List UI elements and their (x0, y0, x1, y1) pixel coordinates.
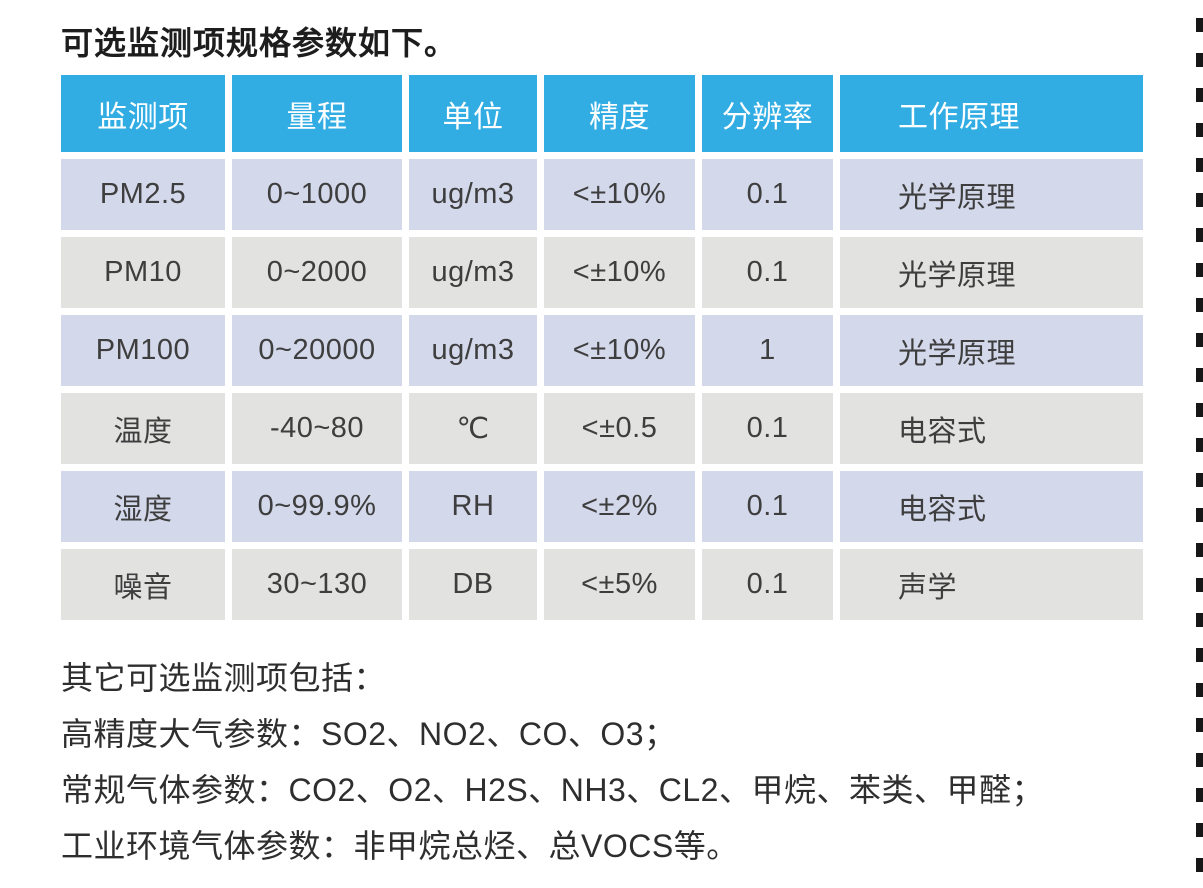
column-header-item: 监测项 (61, 75, 225, 152)
table-row: 温度 -40~80 ℃ <±0.5 0.1 电容式 (61, 393, 1143, 464)
table-cell: 0~1000 (232, 159, 402, 230)
table-cell: DB (409, 549, 537, 620)
table-cell: 0.1 (702, 471, 833, 542)
column-header-resolution: 分辨率 (702, 75, 833, 152)
table-cell: RH (409, 471, 537, 542)
table-cell: 噪音 (61, 549, 225, 620)
table-cell: 0~20000 (232, 315, 402, 386)
table-cell: 温度 (61, 393, 225, 464)
table-cell: ug/m3 (409, 315, 537, 386)
table-cell: 电容式 (840, 471, 1143, 542)
spec-table: 监测项 量程 单位 精度 分辨率 工作原理 PM2.5 0~1000 ug/m3… (61, 75, 1143, 627)
table-cell: PM10 (61, 237, 225, 308)
notes-intro: 其它可选监测项包括： (61, 660, 387, 696)
table-row: 噪音 30~130 DB <±5% 0.1 声学 (61, 549, 1143, 620)
table-cell: 30~130 (232, 549, 402, 620)
table-cell: PM2.5 (61, 159, 225, 230)
table-row: PM10 0~2000 ug/m3 <±10% 0.1 光学原理 (61, 237, 1143, 308)
table-cell: 光学原理 (840, 237, 1143, 308)
page-title: 可选监测项规格参数如下。 (61, 25, 458, 61)
column-header-accuracy: 精度 (544, 75, 695, 152)
notes-section: 其它可选监测项包括： 高精度大气参数：SO2、NO2、CO、O3； 常规气体参数… (61, 650, 1044, 874)
table-cell: 电容式 (840, 393, 1143, 464)
table-row: PM100 0~20000 ug/m3 <±10% 1 光学原理 (61, 315, 1143, 386)
table-cell: 0~2000 (232, 237, 402, 308)
table-header-row: 监测项 量程 单位 精度 分辨率 工作原理 (61, 75, 1143, 152)
table-cell: 0.1 (702, 237, 833, 308)
table-cell: 0.1 (702, 549, 833, 620)
table-cell: <±2% (544, 471, 695, 542)
table-cell: -40~80 (232, 393, 402, 464)
column-header-unit: 单位 (409, 75, 537, 152)
table-cell: 光学原理 (840, 315, 1143, 386)
note-line-gases: 常规气体参数：CO2、O2、H2S、NH3、CL2、甲烷、苯类、甲醛； (61, 772, 1044, 808)
column-header-principle: 工作原理 (840, 75, 1143, 152)
table-cell: <±5% (544, 549, 695, 620)
table-cell: 0~99.9% (232, 471, 402, 542)
table-cell: <±10% (544, 159, 695, 230)
table-cell: 声学 (840, 549, 1143, 620)
table-cell: 1 (702, 315, 833, 386)
table-row: PM2.5 0~1000 ug/m3 <±10% 0.1 光学原理 (61, 159, 1143, 230)
note-line-atmosphere: 高精度大气参数：SO2、NO2、CO、O3； (61, 716, 677, 752)
table-cell: 0.1 (702, 393, 833, 464)
table-cell: <±10% (544, 315, 695, 386)
table-cell: 光学原理 (840, 159, 1143, 230)
table-cell: ℃ (409, 393, 537, 464)
dashed-border-decoration (1196, 18, 1203, 888)
note-line-industrial: 工业环境气体参数：非甲烷总烃、总VOCS等。 (61, 828, 739, 864)
table-cell: <±10% (544, 237, 695, 308)
column-header-range: 量程 (232, 75, 402, 152)
table-cell: PM100 (61, 315, 225, 386)
table-cell: <±0.5 (544, 393, 695, 464)
table-cell: ug/m3 (409, 237, 537, 308)
table-row: 湿度 0~99.9% RH <±2% 0.1 电容式 (61, 471, 1143, 542)
table-cell: 0.1 (702, 159, 833, 230)
table-cell: ug/m3 (409, 159, 537, 230)
table-cell: 湿度 (61, 471, 225, 542)
